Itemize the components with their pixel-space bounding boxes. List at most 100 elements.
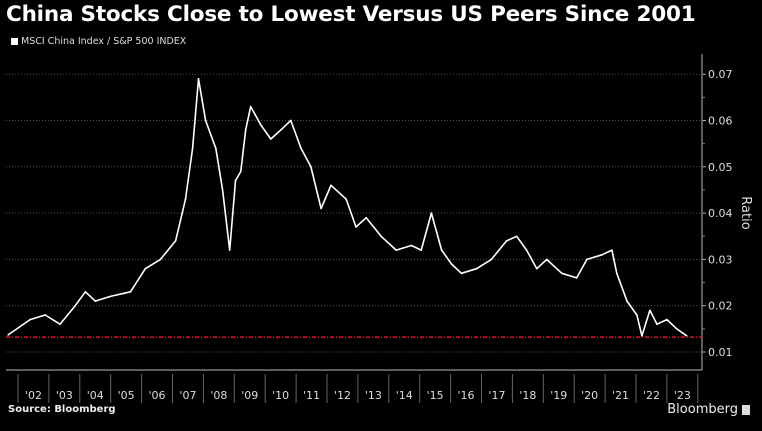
- x-tick-label: '06: [149, 389, 166, 402]
- bloomberg-logo: Bloomberg: [667, 402, 750, 417]
- chart-title: China Stocks Close to Lowest Versus US P…: [6, 2, 696, 27]
- data-point: [234, 179, 237, 182]
- data-point: [184, 198, 187, 201]
- bloomberg-terminal-icon: [742, 404, 750, 415]
- data-point: [174, 240, 177, 242]
- x-tick-label: '11: [303, 389, 320, 402]
- legend: MSCI China Index / S&P 500 INDEX: [11, 36, 186, 47]
- data-point: [300, 147, 302, 150]
- data-point: [525, 249, 528, 251]
- data-point: [239, 170, 242, 173]
- series-line: [7, 78, 688, 337]
- y-tick-label: 0.07: [708, 68, 733, 81]
- x-tick-label: '08: [210, 389, 227, 402]
- data-point: [505, 240, 508, 242]
- data-point: [490, 258, 493, 261]
- data-point: [656, 323, 658, 326]
- data-point: [44, 314, 46, 316]
- x-tick-label: '09: [241, 389, 258, 402]
- data-point: [641, 334, 643, 337]
- legend-swatch: [11, 38, 18, 45]
- data-point: [601, 253, 603, 256]
- data-point: [197, 78, 200, 80]
- data-point: [475, 267, 478, 270]
- data-point: [380, 235, 382, 238]
- x-tick-label: '19: [550, 389, 567, 402]
- x-tick-label: '04: [87, 389, 104, 402]
- data-point: [355, 226, 357, 228]
- y-tick-label: 0.03: [708, 253, 733, 266]
- data-point: [320, 207, 322, 210]
- data-point: [249, 105, 252, 108]
- data-point: [7, 334, 9, 336]
- data-point: [636, 314, 638, 316]
- data-point: [616, 272, 618, 275]
- data-point: [221, 189, 224, 191]
- data-point: [260, 124, 262, 126]
- data-point: [280, 128, 282, 131]
- data-point: [214, 147, 217, 150]
- y-tick-label: 0.06: [708, 115, 733, 128]
- data-point: [430, 212, 433, 214]
- x-tick-label: '20: [581, 389, 598, 402]
- data-point: [450, 263, 453, 265]
- data-point: [365, 216, 368, 219]
- x-tick-label: '23: [674, 389, 691, 402]
- data-point: [675, 328, 678, 330]
- x-tick-label: '15: [427, 389, 444, 402]
- data-point: [460, 272, 463, 275]
- data-point: [29, 318, 31, 321]
- data-point: [244, 128, 247, 131]
- data-point: [84, 291, 87, 293]
- data-point: [611, 249, 613, 251]
- data-point: [74, 304, 76, 307]
- data-point: [536, 267, 538, 270]
- data-point: [410, 244, 413, 247]
- data-point: [204, 119, 207, 122]
- data-point: [440, 249, 443, 251]
- y-tick-label: 0.01: [708, 346, 733, 359]
- legend-label: MSCI China Index / S&P 500 INDEX: [21, 36, 187, 47]
- x-tick-label: '18: [519, 389, 536, 402]
- data-point: [561, 272, 563, 275]
- x-tick-label: '17: [488, 389, 505, 402]
- data-point: [159, 258, 162, 261]
- data-point: [94, 300, 97, 302]
- data-point: [685, 334, 688, 337]
- x-tick-label: '10: [272, 389, 289, 402]
- data-point: [575, 277, 578, 279]
- data-point: [310, 166, 312, 168]
- y-tick-label: 0.05: [708, 161, 733, 174]
- brand-text: Bloomberg: [667, 402, 738, 417]
- data-point: [666, 318, 668, 321]
- data-point: [59, 323, 61, 326]
- x-tick-label: '22: [643, 389, 660, 402]
- data-point: [395, 249, 398, 251]
- y-axis-label: Ratio: [738, 196, 753, 229]
- data-point: [228, 249, 231, 251]
- data-point: [109, 295, 112, 298]
- data-point: [129, 291, 132, 293]
- x-tick-label: '12: [334, 389, 351, 402]
- x-tick-label: '07: [179, 389, 196, 402]
- data-point: [290, 119, 292, 122]
- x-tick-label: '13: [365, 389, 382, 402]
- data-point: [649, 309, 651, 312]
- data-point: [345, 198, 347, 201]
- y-tick-label: 0.02: [708, 300, 733, 313]
- data-point: [626, 300, 628, 302]
- y-tick-label: 0.04: [708, 207, 733, 220]
- data-point: [420, 249, 423, 251]
- x-tick-label: '16: [458, 389, 475, 402]
- data-point: [515, 235, 518, 238]
- data-point: [191, 147, 194, 150]
- x-tick-label: '05: [118, 389, 135, 402]
- x-tick-label: '14: [396, 389, 413, 402]
- x-tick-label: '03: [56, 389, 73, 402]
- source-note: Source: Bloomberg: [8, 404, 116, 415]
- x-tick-label: '02: [25, 389, 42, 402]
- data-point: [586, 258, 588, 261]
- data-point: [144, 267, 147, 270]
- data-point: [545, 258, 548, 261]
